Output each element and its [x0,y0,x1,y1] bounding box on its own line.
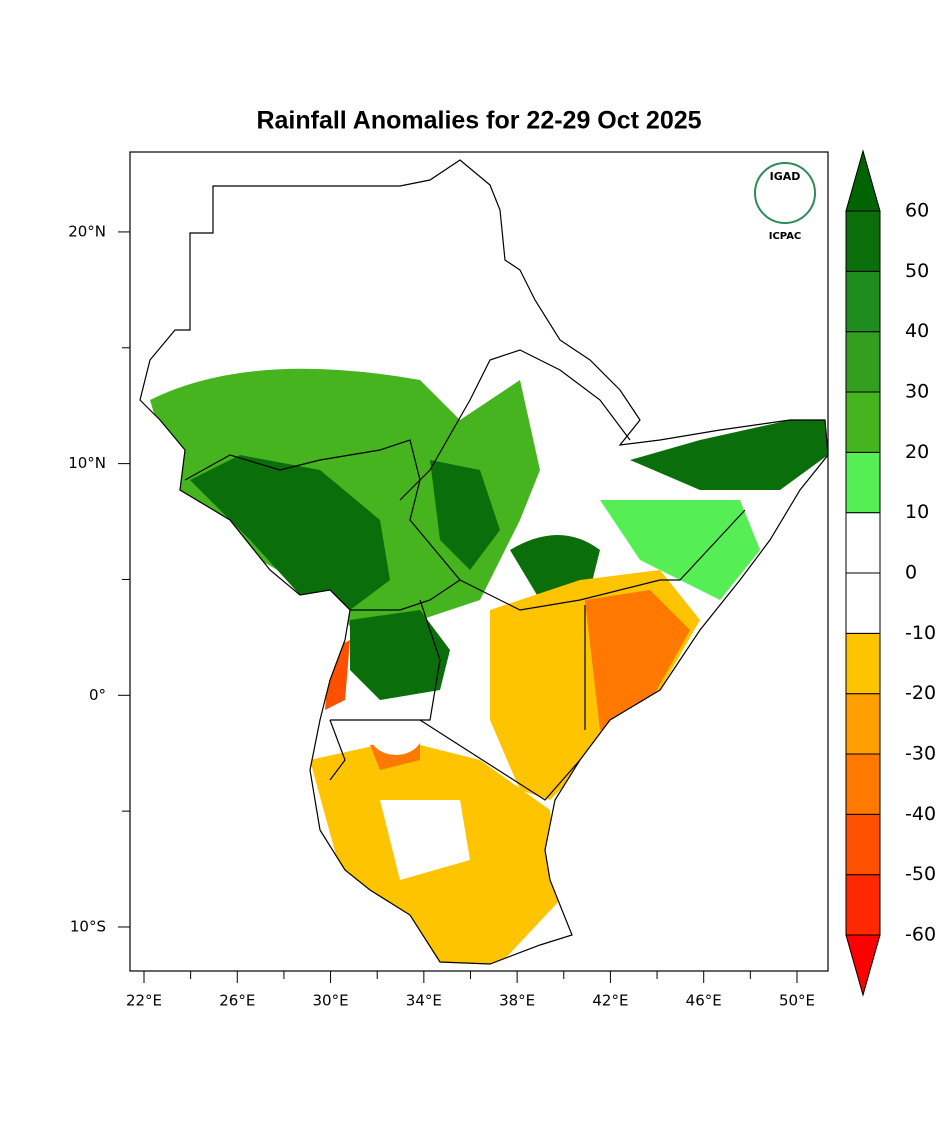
colorbar-label: -60 [905,924,936,946]
colorbar-triangle [845,934,881,997]
colorbar-box [845,391,881,453]
colorbar-box [845,572,881,634]
x-tick-label: 30°E [313,992,349,1010]
colorbar-label: 60 [905,200,929,222]
y-tick-label: 0° [89,686,106,704]
colorbar-label: 20 [905,441,929,463]
x-tick-label: 46°E [686,992,722,1010]
colorbar-label: -40 [905,803,936,825]
colorbar-box [845,813,881,876]
colorbar-box [845,753,881,815]
colorbar-box [845,210,881,272]
colorbar-box [845,331,881,393]
x-tick-label: 26°E [219,992,255,1010]
x-tick-label: 34°E [406,992,442,1010]
colorbar-label: 0 [905,562,917,584]
map-frame [129,151,829,972]
x-tick-label: 38°E [499,992,535,1010]
colorbar-label: 40 [905,320,929,342]
colorbar-box [845,451,881,514]
colorbar-box [845,874,881,936]
colorbar-label: -20 [905,682,936,704]
x-tick-label: 42°E [592,992,628,1010]
colorbar-label: -30 [905,743,936,765]
y-tick-label: 10°S [70,917,106,935]
y-tick-label: 20°N [68,222,106,240]
logo-top: IGAD [770,170,801,183]
colorbar-triangle [845,149,881,212]
colorbar-box [845,512,881,574]
anomaly-field [140,160,828,964]
colorbar-label: 30 [905,381,929,403]
borders [139,159,829,965]
colorbar-box [845,693,881,755]
map-title: Rainfall Anomalies for 22-29 Oct 2025 [256,107,701,135]
x-tick-label: 50°E [779,992,815,1010]
x-tick-label: 22°E [126,992,162,1010]
logo-bottom: ICPAC [769,231,802,242]
colorbar-label: 10 [905,501,929,523]
colorbar-box [845,270,881,333]
y-tick-label: 10°N [68,454,106,472]
colorbar-box [845,632,881,695]
colorbar-label: -50 [905,863,936,885]
logo: IGAD ICPAC [754,162,816,242]
colorbar-label: 50 [905,260,929,282]
colorbar-label: -10 [905,622,936,644]
